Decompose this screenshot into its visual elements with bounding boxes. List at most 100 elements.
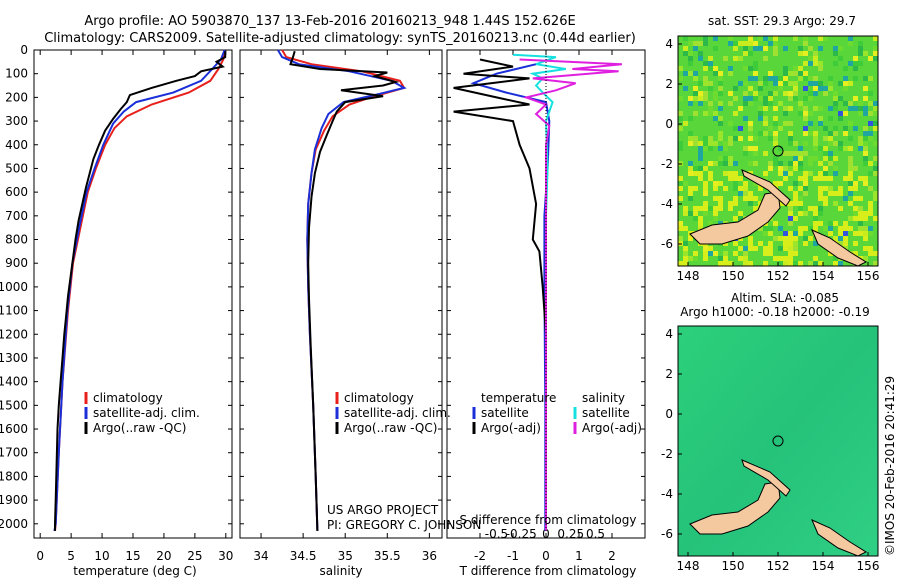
sst-cell — [773, 181, 778, 186]
sst-cell — [763, 176, 768, 181]
sst-cell — [753, 136, 758, 141]
lat-tick-label: 2 — [665, 367, 673, 381]
sst-cell — [703, 181, 708, 186]
sst-cell — [788, 106, 793, 111]
sst-cell — [818, 206, 823, 211]
sst-cell — [778, 86, 783, 91]
difference-legend: temperature salinity satellite Argo(-adj… — [472, 391, 642, 435]
depth-tick-label: 100 — [5, 67, 28, 81]
series-line-satellite-adj-clim- — [277, 49, 407, 531]
sst-cell — [788, 211, 793, 216]
sst-cell — [743, 91, 748, 96]
sst-cell — [728, 141, 733, 146]
depth-tick-label: 500 — [5, 161, 28, 175]
sst-cell — [788, 221, 793, 226]
x-tick-label: 35 — [338, 549, 353, 563]
sst-cell — [768, 101, 773, 106]
sst-cell — [818, 186, 823, 191]
sst-cell — [763, 261, 768, 266]
sst-cell — [723, 241, 728, 246]
sst-cell — [738, 56, 743, 61]
sst-cell — [798, 111, 803, 116]
sst-cell — [823, 136, 828, 141]
sst-cell — [818, 66, 823, 71]
sst-cell — [773, 81, 778, 86]
sst-cell — [753, 71, 758, 76]
sst-cell — [793, 81, 798, 86]
sst-cell — [823, 86, 828, 91]
sst-cell — [833, 91, 838, 96]
sst-cell — [728, 206, 733, 211]
series-line-climatology — [281, 49, 406, 531]
series-layer — [53, 49, 622, 532]
sst-cell — [748, 76, 753, 81]
x-tick-label: 0 — [542, 549, 550, 563]
sst-cell — [698, 226, 703, 231]
sst-cell — [858, 221, 863, 226]
sst-cell — [743, 191, 748, 196]
legend-temp-heading: temperature — [481, 391, 556, 405]
legend-argo-label: Argo(..raw -QC) — [93, 421, 186, 435]
sst-cell — [828, 136, 833, 141]
sst-cell — [803, 126, 808, 131]
sst-cell — [863, 111, 868, 116]
sst-cell — [863, 106, 868, 111]
sst-cell — [768, 76, 773, 81]
sst-cell — [838, 111, 843, 116]
sst-cell — [783, 261, 788, 266]
sst-cell — [838, 141, 843, 146]
sst-cell — [718, 221, 723, 226]
sst-cell — [838, 236, 843, 241]
sst-cell — [828, 191, 833, 196]
sst-cell — [773, 121, 778, 126]
sst-cell — [833, 51, 838, 56]
sdiff-tick-label: 0.25 — [557, 527, 584, 541]
imos-timestamp: ©IMOS 20-Feb-2016 20:41:29 — [883, 376, 897, 556]
sst-cell — [773, 156, 778, 161]
sst-cell — [743, 146, 748, 151]
sst-cell — [678, 236, 683, 241]
sst-cell — [733, 86, 738, 91]
sst-cell — [853, 76, 858, 81]
sst-cell — [763, 46, 768, 51]
sst-cell — [733, 136, 738, 141]
sst-cell — [748, 96, 753, 101]
new-ireland-land — [741, 169, 791, 207]
sla-land-layer — [689, 459, 868, 557]
sst-cell — [708, 251, 713, 256]
sst-cell — [808, 171, 813, 176]
sst-cell — [703, 251, 708, 256]
sst-cell — [818, 176, 823, 181]
sst-cell — [753, 196, 758, 201]
sst-cell — [783, 166, 788, 171]
sst-cell — [823, 156, 828, 161]
sst-cell — [873, 156, 878, 161]
sst-cell — [868, 201, 873, 206]
sst-cell — [773, 161, 778, 166]
sst-cell — [868, 121, 873, 126]
sst-cell — [768, 96, 773, 101]
sst-cell — [768, 241, 773, 246]
sst-cell — [743, 261, 748, 266]
sst-cell — [728, 101, 733, 106]
sst-cell — [728, 176, 733, 181]
sst-cell — [733, 216, 738, 221]
sst-cell — [843, 86, 848, 91]
sst-cell — [693, 111, 698, 116]
sst-cell — [843, 126, 848, 131]
sst-cell — [843, 76, 848, 81]
sst-cell — [683, 36, 688, 41]
sst-cell — [833, 256, 838, 261]
x-tick-label: 20 — [156, 549, 171, 563]
sst-cell — [698, 141, 703, 146]
salinity-legend: climatology satellite-adj. clim. Argo(..… — [335, 391, 451, 435]
sst-cell — [858, 51, 863, 56]
sst-cell — [873, 106, 878, 111]
sst-cell — [693, 251, 698, 256]
sst-cell — [868, 111, 873, 116]
sst-cell — [813, 156, 818, 161]
sst-cell — [718, 76, 723, 81]
sst-cell — [678, 116, 683, 121]
sst-cell — [803, 151, 808, 156]
sst-cell — [793, 66, 798, 71]
